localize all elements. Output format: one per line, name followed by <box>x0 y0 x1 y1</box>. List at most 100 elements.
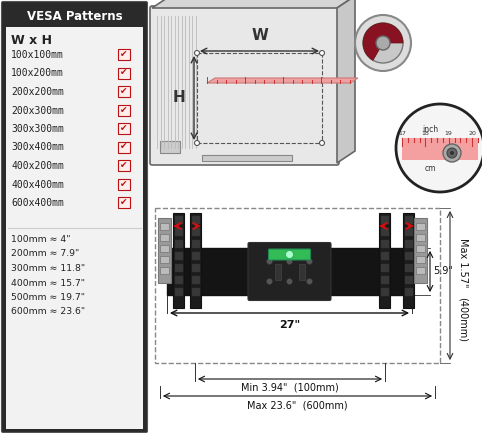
FancyBboxPatch shape <box>1 1 147 433</box>
Bar <box>174 240 183 248</box>
Circle shape <box>307 259 312 265</box>
Bar <box>403 213 414 308</box>
Text: 600x400mm: 600x400mm <box>11 198 64 208</box>
Bar <box>174 276 183 284</box>
Bar <box>118 160 130 171</box>
Bar <box>174 228 183 236</box>
Circle shape <box>286 278 293 284</box>
Text: W x H: W x H <box>11 35 52 48</box>
Text: Max 23.6"  (600mm): Max 23.6" (600mm) <box>247 400 348 410</box>
Bar <box>160 141 180 153</box>
Circle shape <box>286 259 293 265</box>
Bar <box>118 49 130 60</box>
Circle shape <box>307 278 312 284</box>
Circle shape <box>285 251 294 259</box>
Bar <box>191 264 200 272</box>
Text: 400x200mm: 400x200mm <box>11 161 64 171</box>
Text: 600mm ≈ 23.6": 600mm ≈ 23.6" <box>11 307 85 317</box>
Text: 100x100mm: 100x100mm <box>11 50 64 60</box>
Bar <box>191 288 200 296</box>
Text: 19: 19 <box>445 131 453 136</box>
Text: Max 1.57": Max 1.57" <box>458 237 468 287</box>
Bar <box>275 264 281 279</box>
Text: (400mm): (400mm) <box>458 297 468 342</box>
Text: 400x400mm: 400x400mm <box>11 180 64 190</box>
Bar <box>404 264 413 272</box>
Bar <box>298 264 305 279</box>
Bar <box>404 276 413 284</box>
Circle shape <box>320 51 324 55</box>
Bar <box>118 68 130 78</box>
Bar <box>402 138 478 160</box>
Text: ✔: ✔ <box>120 180 128 188</box>
Circle shape <box>320 140 324 145</box>
Polygon shape <box>207 78 358 83</box>
Polygon shape <box>152 0 355 8</box>
Text: cm: cm <box>424 164 436 173</box>
Bar <box>160 234 169 241</box>
Bar <box>404 252 413 260</box>
Text: 5.9": 5.9" <box>433 266 453 277</box>
Bar <box>158 218 171 283</box>
Bar <box>174 288 183 296</box>
Text: ✔: ✔ <box>120 161 128 170</box>
Text: 500mm ≈ 19.7": 500mm ≈ 19.7" <box>11 293 85 302</box>
Circle shape <box>195 51 200 55</box>
Polygon shape <box>337 0 355 163</box>
Bar <box>173 213 184 308</box>
Text: VESA Patterns: VESA Patterns <box>27 10 122 23</box>
Bar <box>118 178 130 190</box>
Circle shape <box>450 151 454 155</box>
Bar <box>416 234 425 241</box>
FancyBboxPatch shape <box>150 6 339 165</box>
Text: ✔: ✔ <box>120 106 128 114</box>
Bar <box>191 276 200 284</box>
Bar <box>380 252 388 260</box>
Bar <box>191 216 200 224</box>
Text: 300x400mm: 300x400mm <box>11 142 64 152</box>
Bar <box>6 27 143 429</box>
Text: inch: inch <box>422 125 438 134</box>
Text: ✔: ✔ <box>120 50 128 59</box>
Circle shape <box>447 148 457 158</box>
Text: 300mm ≈ 11.8": 300mm ≈ 11.8" <box>11 264 85 273</box>
Text: ✔: ✔ <box>120 68 128 78</box>
Bar <box>118 86 130 97</box>
Text: 27": 27" <box>279 320 300 330</box>
Bar <box>190 213 201 308</box>
Circle shape <box>396 104 482 192</box>
Bar <box>118 123 130 134</box>
Bar <box>416 223 425 230</box>
Bar <box>380 240 388 248</box>
Bar <box>155 208 440 363</box>
Text: 400mm ≈ 15.7": 400mm ≈ 15.7" <box>11 278 85 288</box>
Text: 18: 18 <box>422 131 429 136</box>
Circle shape <box>376 36 390 50</box>
Text: 20: 20 <box>468 131 476 136</box>
Text: ✔: ✔ <box>120 142 128 152</box>
Bar <box>167 248 412 295</box>
Text: ✔: ✔ <box>120 198 128 207</box>
Bar <box>404 288 413 296</box>
Circle shape <box>195 140 200 145</box>
Text: 100x200mm: 100x200mm <box>11 68 64 78</box>
Circle shape <box>443 144 461 162</box>
Bar <box>416 267 425 274</box>
Bar <box>160 245 169 252</box>
Bar <box>380 228 388 236</box>
Bar <box>404 216 413 224</box>
Bar <box>174 264 183 272</box>
FancyBboxPatch shape <box>248 242 331 301</box>
Text: 100mm ≈ 4": 100mm ≈ 4" <box>11 235 70 244</box>
Bar <box>416 256 425 263</box>
Wedge shape <box>363 23 403 60</box>
Bar <box>191 228 200 236</box>
Bar <box>160 256 169 263</box>
Bar <box>174 216 183 224</box>
Bar <box>380 276 388 284</box>
Text: 200mm ≈ 7.9": 200mm ≈ 7.9" <box>11 249 79 259</box>
Text: 200x300mm: 200x300mm <box>11 106 64 116</box>
Text: W: W <box>251 28 268 43</box>
Text: 17: 17 <box>398 131 406 136</box>
Text: Min 3.94"  (100mm): Min 3.94" (100mm) <box>241 383 339 393</box>
